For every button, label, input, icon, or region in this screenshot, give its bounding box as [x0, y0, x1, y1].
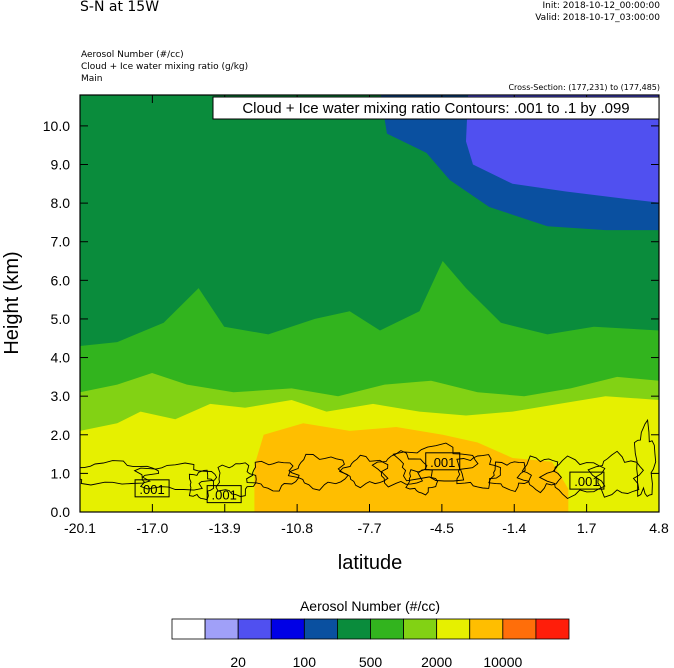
x-tick-label: -4.5 — [430, 520, 454, 536]
contour-line — [538, 455, 606, 500]
colorbar-swatch — [337, 618, 371, 640]
x-tick-label: 4.8 — [649, 520, 669, 536]
field-aerosol-label: Aerosol Number (#/cc) — [81, 50, 184, 60]
colorbar-title: Aerosol Number (#/cc) — [300, 598, 440, 614]
colorbar-swatch — [469, 618, 504, 640]
x-axis: -20.1 -17.0 -13.9 -10.8 -7.7 -4.5 -1.4 1.7 4.8 — [64, 95, 669, 536]
contour-label: .001 — [212, 488, 237, 503]
colorbar-swatch — [502, 618, 537, 640]
x-tick-label: -20.1 — [64, 520, 96, 536]
fill-medium-blue — [466, 95, 659, 203]
contour-title: Cloud + Ice water mixing ratio Contours:… — [242, 100, 629, 117]
colorbar-swatch — [436, 618, 471, 640]
x-tick-label: -17.0 — [136, 520, 168, 536]
init-time: Init: 2018-10-12_00:00:00 — [542, 1, 660, 11]
contour-line — [516, 455, 563, 494]
plot-area — [80, 95, 659, 512]
y-axis: 0.0 1.0 2.0 3.0 4.0 5.0 6.0 7.0 8.0 9.0 10.0 — [43, 118, 659, 520]
colorbar-label: 20 — [230, 654, 246, 668]
y-tick-label: 8.0 — [51, 195, 71, 211]
y-axis-label: Height (km) — [1, 251, 23, 354]
colorbar-labels: 20 100 500 2000 10000 — [230, 654, 522, 668]
contour-label-box — [569, 471, 605, 490]
contour-label: .001 — [430, 455, 455, 470]
field-main-label: Main — [81, 74, 103, 84]
valid-time: Valid: 2018-10-17_03:00:00 — [535, 13, 660, 23]
colorbar-swatch — [270, 618, 305, 640]
contour-label-box — [206, 485, 242, 504]
contour-line — [488, 461, 532, 493]
colorbar — [171, 618, 570, 640]
y-tick-label: 1.0 — [51, 465, 71, 481]
x-tick-label: -13.9 — [209, 520, 241, 536]
y-tick-label: 9.0 — [51, 157, 71, 173]
contour-line — [215, 462, 257, 498]
contour-line — [338, 454, 389, 489]
contour-title-box — [212, 96, 660, 120]
contour-line — [133, 462, 218, 491]
y-tick-label: 6.0 — [51, 272, 71, 288]
x-tick-label: -1.4 — [502, 520, 526, 536]
contour-line — [246, 460, 300, 492]
colorbar-swatch — [237, 618, 272, 640]
y-tick-label: 2.0 — [51, 427, 71, 443]
colorbar-label: 2000 — [421, 654, 452, 668]
contour-line — [633, 418, 657, 497]
field-cloud-label: Cloud + Ice water mixing ratio (g/kg) — [81, 62, 249, 72]
colorbar-label: 100 — [293, 654, 317, 668]
colorbar-swatch — [171, 618, 206, 640]
y-tick-label: 5.0 — [51, 311, 71, 327]
y-tick-label: 10.0 — [43, 118, 70, 134]
x-tick-label: -10.8 — [281, 520, 313, 536]
contour-line — [587, 450, 644, 498]
plot-title: S-N at 15W — [80, 0, 160, 15]
y-tick-label: 4.0 — [51, 350, 71, 366]
colorbar-swatch — [303, 618, 338, 640]
cross-section-label: Cross-Section: (177,231) to (177,485) — [508, 83, 660, 92]
x-axis-label: latitude — [338, 552, 403, 574]
contour-label: .001 — [574, 474, 599, 489]
x-tick-label: -7.7 — [357, 520, 381, 536]
contour-label: .001 — [139, 482, 164, 497]
aerosol-fill-layers — [80, 95, 659, 512]
y-tick-label: 0.0 — [51, 504, 71, 520]
contour-labels: .001 .001 .001 .001 — [134, 452, 605, 504]
y-tick-label: 7.0 — [51, 234, 71, 250]
contour-line — [287, 453, 349, 491]
colorbar-swatch — [204, 618, 239, 640]
colorbar-swatch — [535, 618, 570, 640]
contour-label-box — [134, 479, 170, 498]
colorbar-swatch — [403, 618, 438, 640]
y-tick-label: 3.0 — [51, 388, 71, 404]
colorbar-label: 500 — [359, 654, 383, 668]
x-tick-label: 1.7 — [577, 520, 597, 536]
colorbar-swatch — [370, 618, 404, 640]
contour-line — [456, 454, 501, 489]
fill-orange — [254, 423, 569, 512]
colorbar-label: 10000 — [483, 654, 522, 668]
contour-line — [371, 450, 428, 488]
contour-label-box — [425, 452, 461, 471]
